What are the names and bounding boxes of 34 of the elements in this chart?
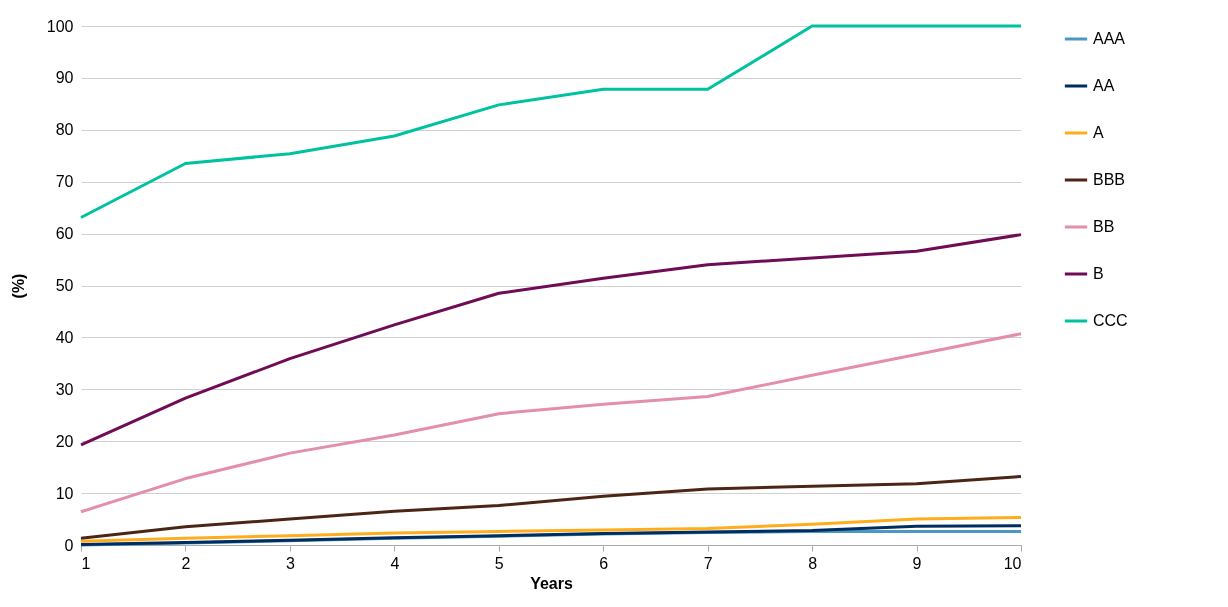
y-tick-label: 40 (55, 328, 74, 346)
x-tick-label: 1 (81, 554, 91, 572)
y-tick-label: 30 (55, 380, 74, 398)
line-series (79, 233, 1023, 447)
line-series (79, 24, 1023, 220)
y-axis-title: (%) (9, 273, 27, 299)
legend-label: BBB (1093, 171, 1126, 188)
y-tick-label: 20 (55, 432, 74, 450)
x-tick-label: 5 (494, 554, 504, 572)
x-tick-label: 10 (1003, 554, 1022, 572)
y-tick-label: 10 (55, 484, 74, 502)
x-tick-label: 6 (599, 554, 609, 572)
x-tick-label: 8 (808, 554, 818, 572)
legend-label: A (1093, 124, 1104, 141)
x-tick-label: 3 (285, 554, 295, 572)
y-tick-label: 100 (46, 17, 74, 35)
x-tick-label: 4 (390, 554, 400, 572)
x-axis-title: Years (530, 574, 573, 592)
y-tick-label: 70 (55, 173, 74, 191)
x-tick-label: 9 (912, 554, 922, 572)
y-tick-label: 50 (55, 277, 74, 294)
line-series (79, 474, 1023, 540)
y-tick-label: 0 (64, 536, 74, 554)
x-tick-label: 7 (703, 554, 713, 572)
legend-label: CCC (1093, 312, 1128, 329)
legend-label: B (1093, 265, 1104, 282)
y-tick-label: 80 (55, 121, 74, 139)
y-tick-label: 60 (55, 225, 74, 243)
line-series (79, 332, 1023, 514)
x-tick-label: 2 (181, 554, 191, 572)
legend-label: AA (1093, 77, 1115, 94)
y-tick-label: 90 (55, 69, 74, 87)
legend-label: BB (1093, 218, 1115, 235)
legend-label: AAA (1093, 30, 1126, 47)
